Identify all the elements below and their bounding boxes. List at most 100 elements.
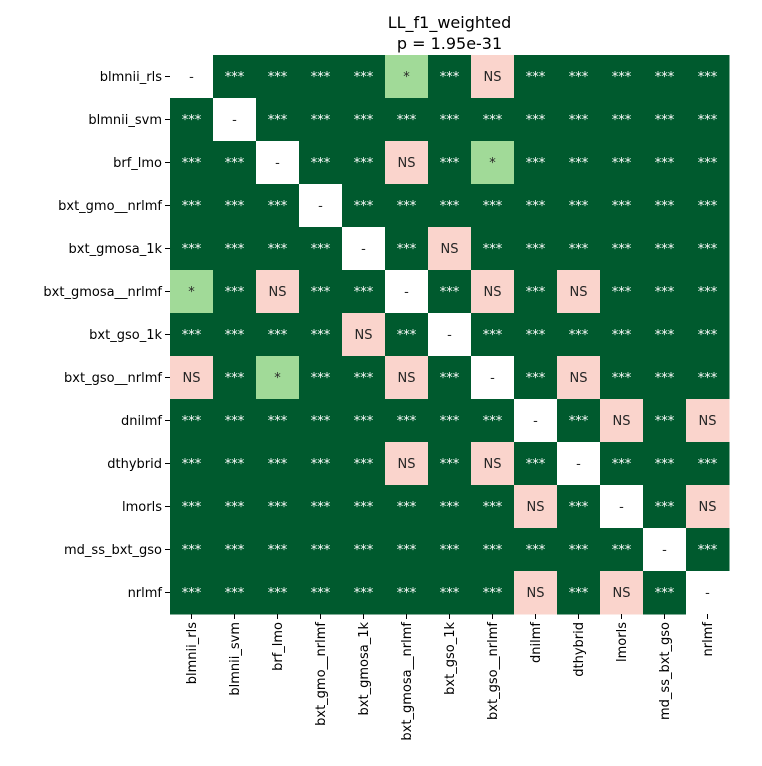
heatmap-cell [299, 442, 343, 486]
cell-label: *** [182, 156, 202, 171]
cell-label: *** [311, 414, 331, 429]
heatmap-cell [213, 528, 257, 572]
heatmap-cell [256, 270, 300, 314]
heatmap-cell [342, 442, 386, 486]
cell-label: *** [354, 285, 374, 300]
cell-label: *** [225, 199, 245, 214]
heatmap-cell [600, 528, 644, 572]
heatmap-cell [686, 270, 730, 314]
heatmap-cell [686, 571, 730, 615]
cell-label: *** [698, 113, 718, 128]
heatmap-cell [256, 485, 300, 529]
heatmap-cell [299, 141, 343, 185]
cell-label: *** [612, 113, 632, 128]
heatmap-cell [514, 227, 558, 271]
heatmap-cell [256, 141, 300, 185]
y-tick-label: lmorls [122, 500, 162, 515]
cell-label: *** [655, 457, 675, 472]
cell-label: *** [268, 414, 288, 429]
heatmap-cell [428, 141, 472, 185]
cell-label: *** [612, 285, 632, 300]
heatmap-cell [557, 184, 601, 228]
cell-label: *** [311, 371, 331, 386]
heatmap-cell [213, 55, 257, 99]
heatmap-cell [557, 356, 601, 400]
y-tick-label: bxt_gmo__nrlmf [58, 199, 162, 214]
cell-label: *** [655, 371, 675, 386]
chart-title: LL_f1_weighted [387, 13, 512, 32]
heatmap-cell [686, 356, 730, 400]
heatmap-cell [170, 55, 214, 99]
heatmap-cell [514, 571, 558, 615]
cell-label: *** [225, 586, 245, 601]
heatmap-cell [213, 227, 257, 271]
heatmap-cell [643, 313, 687, 357]
heatmap-cell [170, 485, 214, 529]
heatmap-cell [342, 528, 386, 572]
cell-label: *** [440, 113, 460, 128]
cell-label: *** [655, 199, 675, 214]
heatmap-cell [686, 55, 730, 99]
heatmap-cell [256, 227, 300, 271]
cell-label: *** [268, 500, 288, 515]
heatmap-cell [428, 98, 472, 142]
heatmap-cell [170, 442, 214, 486]
heatmap-cell [600, 55, 644, 99]
x-tick-label: nrlmf [701, 622, 716, 657]
heatmap-cell [256, 399, 300, 443]
cell-label: *** [440, 70, 460, 85]
heatmap-cell [600, 227, 644, 271]
heatmap-cell [342, 571, 386, 615]
heatmap-cell [213, 356, 257, 400]
heatmap-cell [471, 528, 515, 572]
heatmap-cell [514, 313, 558, 357]
cell-label: *** [698, 285, 718, 300]
heatmap-cell [385, 98, 429, 142]
heatmap-cell [170, 141, 214, 185]
x-tick-label: blmnii_svm [228, 622, 243, 696]
heatmap-cell [299, 55, 343, 99]
heatmap-cell [385, 184, 429, 228]
cell-label: *** [268, 113, 288, 128]
heatmap-cell [471, 270, 515, 314]
cell-label: *** [655, 242, 675, 257]
cell-label: NS [527, 586, 545, 601]
cell-label: *** [569, 199, 589, 214]
cell-label: *** [569, 414, 589, 429]
cell-label: *** [268, 586, 288, 601]
cell-label: *** [397, 586, 417, 601]
heatmap-cell [299, 313, 343, 357]
heatmap-cell [600, 184, 644, 228]
y-tick-label: bxt_gso__nrlmf [64, 371, 162, 386]
heatmap-cell [514, 270, 558, 314]
heatmap-cell [428, 485, 472, 529]
heatmap-cell [428, 399, 472, 443]
cell-label: * [188, 285, 195, 300]
cell-label: *** [354, 414, 374, 429]
cell-label: *** [483, 543, 503, 558]
cell-label: *** [526, 156, 546, 171]
cell-label: *** [225, 328, 245, 343]
heatmap-cell [213, 184, 257, 228]
heatmap-cell [213, 442, 257, 486]
cell-label: *** [311, 70, 331, 85]
heatmap-cell [471, 98, 515, 142]
heatmap-cell [600, 98, 644, 142]
heatmap-cell [428, 442, 472, 486]
cell-label: NS [484, 70, 502, 85]
cell-label: *** [612, 543, 632, 558]
cell-label: *** [182, 328, 202, 343]
cell-label: NS [269, 285, 287, 300]
cell-label: *** [440, 156, 460, 171]
cell-label: *** [354, 156, 374, 171]
heatmap-cell [170, 227, 214, 271]
y-tick-label: dnilmf [121, 414, 162, 429]
cell-label: *** [526, 371, 546, 386]
heatmap-cell [600, 356, 644, 400]
heatmap-cell [170, 356, 214, 400]
heatmap-cell [170, 399, 214, 443]
heatmap-cell [557, 141, 601, 185]
cell-label: - [404, 285, 409, 300]
heatmap-cell [256, 442, 300, 486]
x-tick-label: lmorls [615, 622, 630, 662]
